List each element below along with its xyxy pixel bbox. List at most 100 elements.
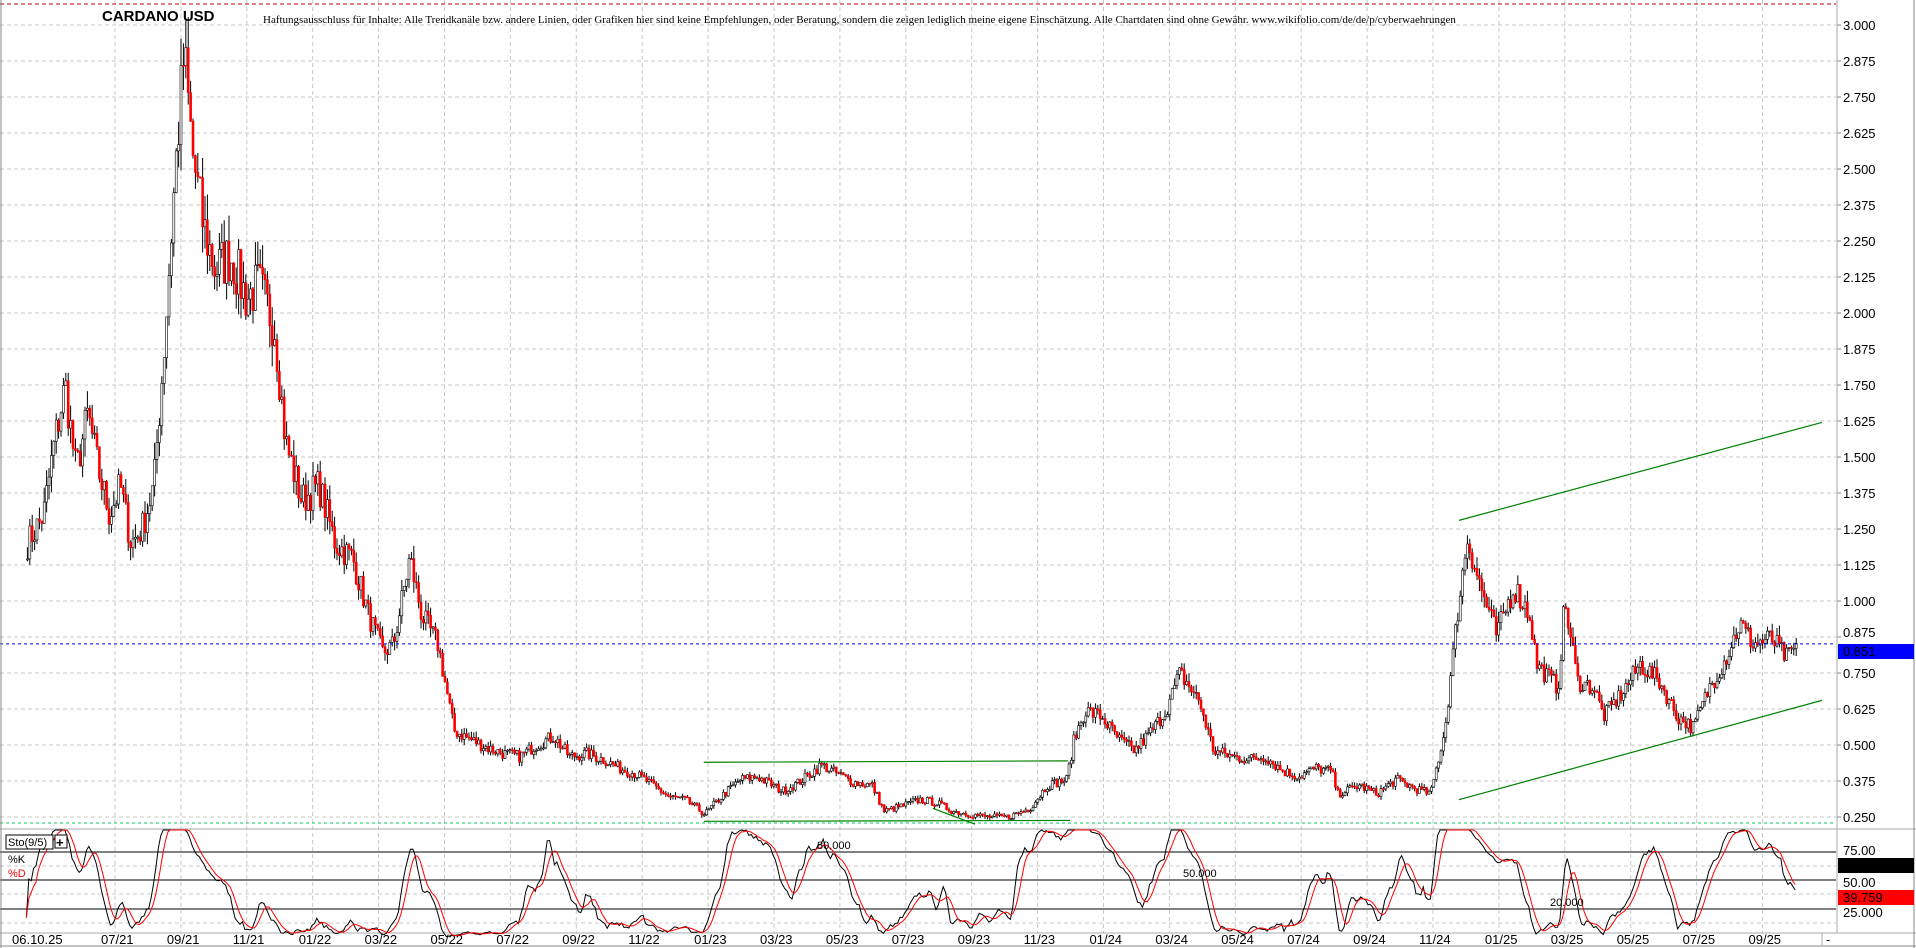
candle-up <box>719 799 723 803</box>
candle-down <box>522 751 526 754</box>
candle-down <box>950 810 953 814</box>
candle-up <box>1653 667 1656 679</box>
candle-up <box>1607 701 1611 706</box>
x-tick-label: 11/24 <box>1419 932 1451 947</box>
k-value: 63.06 <box>1843 858 1876 873</box>
candle-up <box>681 795 684 798</box>
candle-down <box>438 650 442 654</box>
candle-up <box>141 512 144 542</box>
trend-line[interactable] <box>932 807 976 825</box>
candle-down <box>1670 699 1673 701</box>
candle-up <box>1718 677 1721 682</box>
candle-up <box>1557 688 1560 694</box>
candle-up <box>1538 664 1541 669</box>
candle-up <box>954 811 958 813</box>
trend-line[interactable] <box>1458 421 1823 521</box>
y-tick-label: 2.250 <box>1843 234 1876 249</box>
candle-up <box>302 484 305 503</box>
candle-up <box>165 316 168 359</box>
candle-up <box>794 782 797 791</box>
candle-down <box>342 546 346 565</box>
axis-corner-dash[interactable]: - <box>1826 932 1830 947</box>
candle-up <box>256 263 260 266</box>
candle-down <box>270 325 274 346</box>
candle-up <box>974 813 977 818</box>
candle-down <box>640 771 644 776</box>
candle-up <box>1062 780 1066 784</box>
candle-down <box>1370 788 1373 791</box>
candle-down <box>1122 737 1126 740</box>
grid <box>0 0 1836 933</box>
candle-down <box>1773 641 1776 647</box>
candle-up <box>772 784 776 787</box>
trend-line[interactable] <box>703 819 1071 822</box>
candle-up <box>1446 706 1450 723</box>
candle-down <box>902 803 905 807</box>
candle-up <box>1679 716 1683 725</box>
candle-down <box>1103 718 1107 725</box>
candle-up <box>1031 807 1035 811</box>
candle-up <box>237 249 240 295</box>
candle-up <box>1720 674 1724 679</box>
candle-down <box>1658 678 1661 689</box>
x-tick-label: 11/22 <box>628 932 660 947</box>
candle-up <box>1586 680 1589 683</box>
candle-up <box>1221 747 1224 753</box>
candle-up <box>537 748 540 751</box>
trend-line[interactable] <box>703 760 1068 763</box>
candle-up <box>935 804 939 807</box>
candle-down <box>700 810 704 816</box>
candle-up <box>1305 771 1308 774</box>
candle-down <box>1202 708 1205 716</box>
chart-title: CARDANO USD <box>102 8 215 25</box>
candle-down <box>1214 750 1217 755</box>
candle-down <box>1643 674 1647 676</box>
candle-down <box>1319 766 1323 774</box>
candle-up <box>796 778 800 783</box>
candle-up <box>1439 750 1443 763</box>
candle-up <box>35 518 39 541</box>
candle-down <box>486 746 490 753</box>
candle-down <box>604 763 608 766</box>
candle-down <box>1007 814 1011 820</box>
trend-line[interactable] <box>1458 699 1823 801</box>
candle-up <box>1094 708 1097 718</box>
candle-up <box>1149 727 1152 734</box>
y-tick-label: 0.375 <box>1843 774 1876 789</box>
candle-down <box>251 288 255 311</box>
candle-down <box>815 768 819 775</box>
y-tick-label: 1.500 <box>1843 450 1876 465</box>
candle-down <box>676 796 680 798</box>
candle-up <box>1408 784 1412 788</box>
candle-up <box>765 777 768 784</box>
trend-lines[interactable] <box>703 421 1823 825</box>
candle-down <box>748 774 752 781</box>
candle-up <box>146 513 149 533</box>
indicator-label-box[interactable] <box>5 834 54 850</box>
candle-up <box>570 752 574 755</box>
candle-up <box>1065 775 1068 782</box>
candle-up <box>179 65 183 146</box>
candle-up <box>938 800 941 806</box>
candle-up <box>1449 675 1452 708</box>
candle-down <box>1403 780 1407 784</box>
candle-down <box>1142 738 1145 746</box>
x-tick-label: 09/25 <box>1749 932 1782 947</box>
plus-icon: + <box>56 835 64 850</box>
candle-down <box>1665 690 1668 705</box>
candle-up <box>736 781 740 783</box>
candle-down <box>1588 680 1592 694</box>
candle-up <box>280 396 284 400</box>
candle-down <box>206 219 209 256</box>
candle-up <box>1715 681 1719 689</box>
candle-up <box>1024 809 1028 813</box>
candle-up <box>734 781 737 786</box>
candle-up <box>830 767 833 772</box>
indicator-add-button[interactable] <box>54 834 68 849</box>
candle-down <box>98 446 101 480</box>
candle-up <box>899 803 903 808</box>
candle-down <box>1593 690 1596 692</box>
candle-up <box>1341 795 1344 798</box>
stoch-tick-25: 25.000 <box>1843 905 1883 920</box>
